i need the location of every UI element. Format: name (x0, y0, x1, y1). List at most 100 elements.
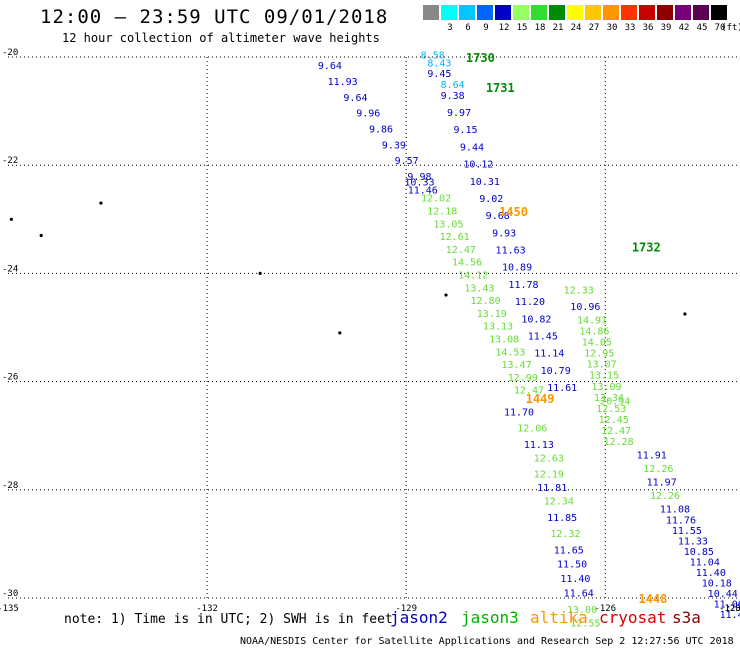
swh-value: 11.50 (557, 560, 587, 571)
swh-value: 12.53 (596, 404, 626, 415)
swh-value: 9.97 (447, 108, 471, 119)
swh-value: 11.40 (560, 574, 590, 585)
swh-value: 14.91 (577, 315, 607, 326)
island-mark (683, 312, 687, 316)
swh-value: 10.18 (702, 579, 732, 590)
lon-tick-label: -123 (719, 604, 740, 614)
legend-swatch (657, 5, 673, 20)
swh-value: 10.33 (404, 177, 434, 188)
swh-value: 12.45 (599, 415, 629, 426)
legend-swatch (585, 5, 601, 20)
swh-value: 11.70 (504, 407, 534, 418)
legend-swatch (549, 5, 565, 20)
swh-value: 13.13 (483, 322, 513, 333)
swh-value: 8.64 (441, 80, 465, 91)
swh-value: 10.79 (541, 366, 571, 377)
legend-swatch (603, 5, 619, 20)
swh-value: 10.89 (502, 263, 532, 274)
island-mark (99, 201, 103, 205)
legend-label: 45 (696, 23, 708, 33)
island-mark (258, 271, 262, 275)
pass-time-label: 1731 (486, 81, 515, 95)
legend-swatch (639, 5, 655, 20)
island-mark (338, 331, 342, 335)
swh-value: 10.31 (470, 177, 500, 188)
swh-value: 9.64 (343, 93, 367, 104)
lat-tick-label: -28 (2, 481, 18, 491)
swh-value: 9.68 (486, 211, 510, 222)
swh-value: 10.85 (684, 547, 714, 558)
footer-credit: NOAA/NESDIS Center for Satellite Applica… (240, 636, 734, 647)
legend-swatch (621, 5, 637, 20)
satellite-name: jason2 (390, 608, 448, 627)
swh-value: 12.61 (440, 232, 470, 243)
swh-value: 12.26 (643, 464, 673, 475)
legend-swatch (531, 5, 547, 20)
swh-value: 11.65 (554, 545, 584, 556)
legend-label: 6 (465, 23, 471, 33)
swh-value: 12.34 (544, 497, 574, 508)
lat-tick-label: -20 (2, 48, 18, 58)
swh-value: 11.76 (666, 515, 696, 526)
swh-value: 14.56 (452, 258, 482, 269)
legend-swatch (567, 5, 583, 20)
swh-value: 13.08 (489, 335, 519, 346)
page-title: 12:00 — 23:59 UTC 09/01/2018 (40, 6, 389, 28)
legend-label: 9 (483, 23, 489, 33)
swh-value: 12.99 (508, 373, 538, 384)
swh-value: 12.47 (601, 426, 631, 437)
legend-label: 36 (642, 23, 654, 33)
legend-label: 24 (570, 23, 582, 33)
swh-value: 11.13 (524, 440, 554, 451)
swh-value: 12.06 (517, 424, 547, 435)
swh-value: 13.09 (591, 382, 621, 393)
axis-ticks: -135 -132 -129 -126 -123-120 -20 -22 -24 -26 -28 -… (0, 48, 740, 614)
swh-value: 12.28 (603, 437, 633, 448)
swh-value: 9.57 (395, 156, 419, 167)
legend-label: 3 (447, 23, 453, 33)
swh-value: 14.86 (579, 326, 609, 337)
legend-label: 12 (498, 23, 510, 33)
swh-value: 12.63 (534, 453, 564, 464)
swh-value: 11.93 (328, 77, 358, 88)
swh-value: 9.15 (453, 125, 477, 136)
legend-swatch (711, 5, 727, 20)
swh-value: 11.78 (508, 280, 538, 291)
swh-value: 11.20 (515, 297, 545, 308)
lat-tick-label: -24 (2, 264, 18, 274)
swh-value: 11.81 (537, 483, 567, 494)
swh-value: 9.44 (460, 142, 484, 153)
swh-value: 11.46 (408, 186, 438, 197)
legend-label: 27 (588, 23, 600, 33)
pass-time-label: 1450 (499, 205, 528, 219)
swh-value: 9.39 (382, 140, 406, 151)
swh-value: 14.53 (495, 347, 525, 358)
swh-value: 11.04 (690, 557, 720, 568)
swh-value: 10.82 (521, 314, 551, 325)
swh-value: 9.45 (427, 69, 451, 80)
legend-label: 18 (534, 23, 546, 33)
swh-value: 11.08 (660, 505, 690, 516)
swh-value: 11.91 (637, 451, 667, 462)
legend-label: 21 (552, 23, 564, 33)
islands (9, 201, 687, 335)
swh-value: 11.64 (564, 589, 594, 600)
swh-value: 12.33 (564, 286, 594, 297)
lon-tick-label: -129 (395, 604, 417, 614)
swh-value: 11.33 (678, 536, 708, 547)
swh-value: 8.58 (421, 50, 445, 61)
page-subtitle: 12 hour collection of altimeter wave hei… (62, 31, 380, 45)
legend-swatch (459, 5, 475, 20)
swh-value: 12.02 (421, 194, 451, 205)
swh-value: 12.18 (427, 206, 457, 217)
island-mark (9, 217, 13, 221)
swh-value: 9.98 (407, 172, 431, 183)
lat-tick-label: -26 (2, 373, 18, 383)
legend-unit: (ft) (721, 23, 740, 33)
island-mark (39, 233, 43, 238)
satellite-name: altika (530, 608, 588, 627)
map-grid (8, 56, 738, 599)
island-mark (444, 293, 448, 297)
units-note: note: 1) Time is in UTC; 2) SWH is in fe… (64, 612, 393, 627)
swh-value: 8.43 (427, 58, 451, 69)
